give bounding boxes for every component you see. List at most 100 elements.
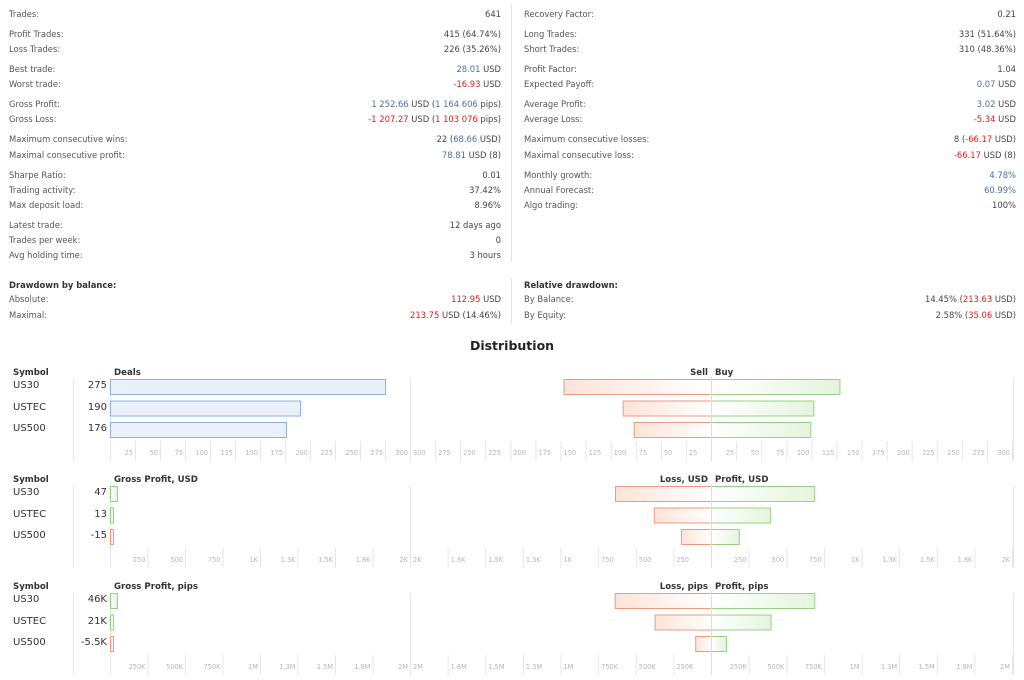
- tick-label: 1M: [248, 663, 258, 671]
- tick-label: 1K: [850, 556, 860, 564]
- tick-label: 1.5K: [919, 556, 935, 564]
- symbol-value: -15: [90, 530, 107, 541]
- tick-label: 225: [320, 449, 333, 457]
- tick-label: 250K: [676, 663, 694, 671]
- stat-label: Absolute:: [9, 294, 49, 304]
- stat-value-part: 28.01: [456, 64, 481, 74]
- tick-label: 250: [463, 449, 476, 457]
- stat-value-part: USD: [995, 99, 1016, 109]
- stat-label: Sharpe Ratio:: [9, 170, 66, 180]
- tick-label: 100: [195, 449, 208, 457]
- stat-value-part: pips): [477, 99, 501, 109]
- stat-row: Sharpe Ratio: 0.01: [9, 168, 501, 182]
- stat-label: Maximal consecutive loss:: [524, 150, 634, 160]
- distribution-chart: [73, 484, 1014, 568]
- tick-label: 300: [413, 449, 426, 457]
- stat-label: Trades:: [9, 9, 40, 19]
- stat-row: By Equity: 2.58% (35.06 USD): [524, 308, 1016, 322]
- stat-row: Maximum consecutive wins: 22 (68.66 USD): [9, 132, 501, 146]
- stat-value-part: USD): [992, 310, 1016, 320]
- stat-value-part: USD (8): [465, 150, 501, 160]
- stat-label: Expected Payoff:: [524, 79, 595, 89]
- symbol-value: 46K: [87, 594, 107, 605]
- tick-label: 500: [170, 556, 183, 564]
- positive-bar: [711, 422, 812, 438]
- stat-value: 3 hours: [469, 248, 501, 262]
- negative-bar: [653, 507, 712, 524]
- stat-label: Profit Factor:: [524, 64, 577, 74]
- total-bar: [110, 636, 114, 652]
- stat-value: 8 (-66.17 USD): [954, 132, 1016, 146]
- stat-row: Maximum consecutive losses: 8 (-66.17 USD…: [524, 132, 1016, 146]
- symbol-label: US30: [13, 594, 40, 605]
- stat-row: Maximal: 213.75 USD (14.46%): [9, 308, 501, 322]
- stat-label: Gross Loss:: [9, 114, 57, 124]
- stat-label: Loss Trades:: [9, 44, 61, 54]
- stat-row: Profit Factor: 1.04: [524, 62, 1016, 76]
- distribution-section: 250 250 250 500 500 500 750 750 750 1K 1K 1K 1.3K 1.3…: [0, 468, 1024, 576]
- tick-label: 500K: [638, 663, 656, 671]
- stat-value-part: 22 (: [436, 134, 454, 144]
- stat-row: Gross Profit: 1 252.66 USD (1 164 606 pip…: [9, 97, 501, 111]
- tick-label: 1.5M: [918, 663, 935, 671]
- stat-value-part: -16.93: [453, 79, 481, 89]
- tick-label: 75: [638, 449, 648, 457]
- stat-row: Long Trades: 331 (51.64%): [524, 27, 1016, 41]
- stat-value-part: 0.01: [482, 170, 501, 180]
- stat-label: Recovery Factor:: [524, 9, 594, 19]
- stat-row: By Balance: 14.45% (213.63 USD): [524, 292, 1016, 306]
- tick-label: 125: [588, 449, 602, 457]
- stat-label: Annual Forecast:: [524, 185, 595, 195]
- symbol-column-header: Symbol: [13, 582, 49, 592]
- tick-label: 250: [132, 556, 146, 564]
- stat-row: Maximal consecutive loss: -66.17 USD (8): [524, 148, 1016, 162]
- stat-label: Max deposit load:: [9, 200, 84, 210]
- stat-row: Profit Trades: 415 (64.74%): [9, 27, 501, 41]
- symbol-label: USTEC: [13, 615, 47, 627]
- symbol-label: US30: [13, 487, 40, 498]
- tick-label: 25: [688, 449, 698, 457]
- tick-label: 75: [775, 449, 785, 457]
- stat-value: -1 207.27 USD (1 103 076 pips): [368, 112, 501, 126]
- tick-label: 500: [638, 556, 652, 564]
- stat-value: -5.34 USD: [974, 112, 1016, 126]
- stat-row: Annual Forecast: 60.99%: [524, 183, 1016, 197]
- section-header: Deals: [114, 368, 141, 378]
- tick-label: 1M: [563, 663, 574, 671]
- stat-row: Recovery Factor: 0.21: [524, 7, 1016, 21]
- positive-bar: [711, 379, 841, 395]
- total-bar: [110, 379, 386, 395]
- tick-label: 1.3K: [525, 556, 541, 564]
- symbol-label: US500: [13, 637, 46, 648]
- stat-value-part: pips): [477, 114, 501, 124]
- positive-bar: [711, 593, 816, 609]
- total-bar: [110, 507, 114, 524]
- total-bar: [110, 422, 287, 438]
- stat-row: Short Trades: 310 (48.36%): [524, 42, 1016, 56]
- symbol-label: USTEC: [13, 508, 47, 520]
- tick-label: 50: [663, 449, 673, 457]
- positive-series-header: Buy: [715, 368, 734, 378]
- stat-value: 641: [485, 7, 501, 21]
- tick-label: 100: [796, 449, 810, 457]
- tick-label: 1.5K: [488, 556, 504, 564]
- tick-label: 750: [601, 556, 614, 564]
- tick-label: 175: [270, 449, 283, 457]
- stat-value-part: 3.02: [976, 99, 996, 109]
- tick-label: 750: [809, 556, 822, 564]
- stat-value-part: USD: [995, 114, 1016, 124]
- stat-label: Maximal consecutive profit:: [9, 150, 125, 160]
- stat-row: Maximal consecutive profit: 78.81 USD (8): [9, 148, 501, 162]
- negative-series-header: Loss, USD: [659, 475, 708, 485]
- total-bar: [110, 614, 115, 631]
- stat-value: 415 (64.74%): [444, 27, 501, 41]
- stat-value-part: 641: [485, 9, 501, 19]
- symbol-label: USTEC: [13, 401, 47, 413]
- stat-value: 2.58% (35.06 USD): [936, 308, 1016, 322]
- stat-value-part: USD (: [408, 114, 436, 124]
- total-bar: [110, 486, 119, 502]
- tick-label: 200: [897, 449, 910, 457]
- total-bar: [110, 593, 118, 609]
- tick-label: 1.8M: [354, 663, 371, 671]
